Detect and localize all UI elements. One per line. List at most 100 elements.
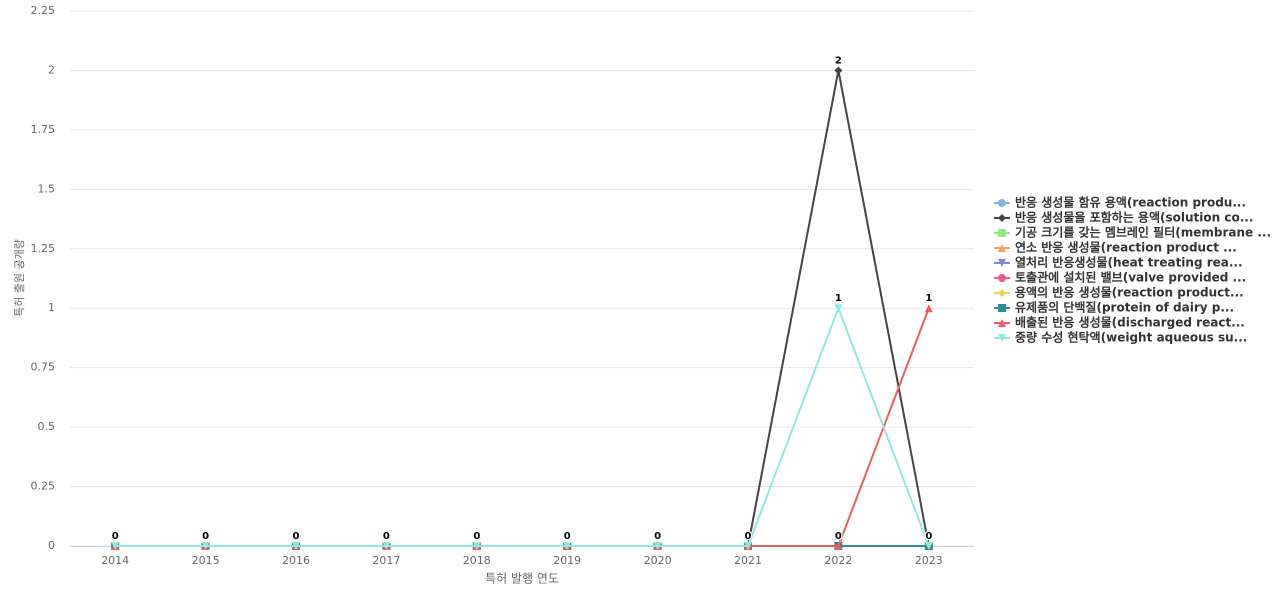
data-label: 0 [745,531,752,542]
legend-label[interactable]: 유제품의 단백질(protein of dairy p... [1015,300,1234,315]
x-tick-label: 2014 [101,554,129,567]
marker [998,229,1006,237]
marker [834,542,843,550]
y-tick-label: 0.5 [38,420,56,433]
data-label: 0 [383,531,390,542]
data-label: 0 [564,531,571,542]
data-label: 0 [293,531,300,542]
data-label: 0 [383,531,390,542]
data-label: 0 [473,531,480,542]
data-label: 0 [925,531,932,542]
data-label: 0 [745,531,752,542]
data-label: 0 [835,531,842,542]
data-label: 0 [925,531,932,542]
data-label: 0 [202,531,209,542]
data-label: 0 [383,531,390,542]
marker [998,289,1006,297]
marker [834,304,843,313]
legend-label[interactable]: 용액의 반응 생성물(reaction product... [1015,285,1244,300]
data-label: 0 [745,531,752,542]
legend-label[interactable]: 토출관에 설치된 밸브(valve provided ... [1015,270,1246,285]
data-label: 0 [473,531,480,542]
legend-label[interactable]: 기공 크기를 갖는 멤브레인 필터(membrane ... [1015,225,1271,240]
y-tick-label: 0.25 [31,480,56,493]
marker [834,66,843,75]
data-label: 0 [112,531,119,542]
data-label: 0 [925,531,932,542]
marker [998,199,1006,207]
data-label: 0 [654,531,661,542]
data-label: 0 [473,531,480,542]
x-tick-label: 2016 [282,554,310,567]
data-label: 0 [202,531,209,542]
data-label: 0 [383,531,390,542]
y-tick-label: 1.5 [38,182,56,195]
data-label: 0 [925,531,932,542]
marker [998,214,1006,222]
data-label: 0 [654,531,661,542]
x-tick-label: 2020 [644,554,672,567]
legend-label[interactable]: 반응 생성물을 포함하는 용액(solution co... [1015,210,1253,225]
data-label: 0 [925,531,932,542]
data-label: 0 [293,531,300,542]
data-label: 0 [654,531,661,542]
marker [924,542,933,550]
x-tick-label: 2015 [192,554,220,567]
data-label: 0 [112,531,119,542]
y-tick-label: 0.75 [31,361,56,374]
legend-label[interactable]: 중량 수성 현탁액(weight aqueous su... [1015,330,1247,345]
marker [382,542,391,550]
marker [472,542,481,550]
data-label: 0 [293,531,300,542]
data-label: 0 [293,531,300,542]
data-label: 0 [293,531,300,542]
data-label: 0 [564,531,571,542]
data-label: 0 [293,531,300,542]
legend-label[interactable]: 반응 생성물 함유 용액(reaction produ... [1015,195,1246,210]
data-label: 0 [564,531,571,542]
legend-label[interactable]: 배출된 반응 생성물(discharged react... [1015,315,1245,330]
data-label: 0 [383,531,390,542]
data-label: 0 [564,531,571,542]
y-tick-label: 1 [48,301,55,314]
data-label: 0 [564,531,571,542]
data-label: 0 [564,531,571,542]
marker [111,542,120,550]
marker [563,542,572,550]
data-label: 0 [112,531,119,542]
x-tick-label: 2017 [372,554,400,567]
legend-label[interactable]: 연소 반응 생성물(reaction product ... [1015,240,1237,255]
data-label: 0 [112,531,119,542]
data-label: 0 [654,531,661,542]
marker [998,259,1006,267]
data-label: 0 [473,531,480,542]
data-label: 0 [473,531,480,542]
data-label: 0 [383,531,390,542]
data-label: 0 [202,531,209,542]
data-label: 0 [202,531,209,542]
data-label: 0 [835,531,842,542]
x-tick-label: 2019 [553,554,581,567]
y-tick-label: 0 [48,539,55,552]
data-label: 0 [564,531,571,542]
data-label: 2 [835,55,842,66]
data-label: 1 [835,293,842,304]
data-label: 0 [835,531,842,542]
y-axis-title: 특허 출원 공개량 [13,239,26,317]
data-label: 0 [473,531,480,542]
marker [924,304,933,313]
data-label: 0 [112,531,119,542]
data-label: 0 [293,531,300,542]
y-tick-label: 1.25 [31,242,56,255]
data-label: 0 [383,531,390,542]
marker [201,542,210,550]
data-label: 0 [745,531,752,542]
series-line [115,305,930,547]
legend-label[interactable]: 열처리 반응생성물(heat treating rea... [1015,255,1243,270]
data-label: 0 [925,531,932,542]
x-tick-label: 2021 [734,554,762,567]
data-label: 0 [835,531,842,542]
data-label: 0 [293,531,300,542]
data-label: 0 [473,531,480,542]
